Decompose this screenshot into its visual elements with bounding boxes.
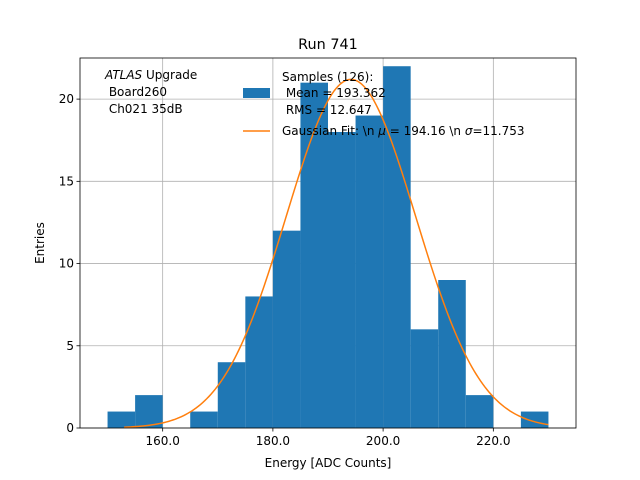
y-axis-label: Entries (33, 222, 47, 264)
x-axis-label: Energy [ADC Counts] (265, 456, 392, 470)
histogram-bars (107, 66, 549, 429)
legend-fit-sigma-symbol: σ (465, 124, 473, 138)
x-tick-label: 220.0 (476, 434, 510, 448)
histogram-bar (438, 280, 466, 428)
histogram-bar (410, 329, 439, 428)
legend-histogram-patch (243, 88, 270, 98)
y-tick-label: 20 (59, 92, 74, 106)
y-tick-label: 15 (59, 174, 74, 188)
legend-fit-mu-value: = 194.16 \n (386, 124, 465, 138)
x-tick-label: 200.0 (366, 434, 400, 448)
legend: Samples (126): Mean = 193.362 RMS = 12.6… (243, 70, 525, 138)
y-tick-label: 5 (66, 339, 74, 353)
y-axis-ticks: 0 5 10 15 20 (59, 92, 80, 435)
gaussian-fit-curve (124, 78, 549, 428)
annotation-upgrade: Upgrade (142, 68, 197, 82)
legend-histogram-line-1: Samples (126): (282, 70, 373, 84)
histogram-bar (383, 66, 411, 428)
histogram-bar (190, 411, 218, 428)
chart-title: Run 741 (298, 37, 358, 53)
annotation-line-1: ATLAS Upgrade (104, 68, 197, 82)
histogram-bar (217, 362, 246, 428)
y-tick-label: 0 (66, 421, 74, 435)
legend-fit-sigma-value: =11.753 (472, 124, 524, 138)
legend-fit-label: Gaussian Fit: \n μ = 194.16 \n σ=11.753 (282, 124, 525, 138)
x-tick-label: 180.0 (256, 434, 290, 448)
annotation-line-2: Board260 (105, 85, 167, 99)
histogram-bar (465, 395, 494, 428)
histogram-bar (520, 411, 549, 428)
y-tick-label: 10 (59, 257, 74, 271)
legend-histogram-line-2: Mean = 193.362 (282, 86, 386, 100)
x-axis-ticks: 160.0 180.0 200.0 220.0 (145, 428, 511, 448)
annotation-experiment: ATLAS (104, 68, 143, 82)
histogram-bar (272, 230, 301, 428)
annotation-line-3: Ch021 35dB (105, 102, 183, 116)
histogram-bar (328, 132, 356, 428)
plot-frame (79, 57, 577, 429)
legend-histogram-line-3: RMS = 12.647 (282, 103, 372, 117)
histogram-bar (245, 296, 273, 428)
legend-fit-prefix: Gaussian Fit: \n (282, 124, 378, 138)
histogram-bar (107, 411, 136, 428)
annotation-text: ATLAS Upgrade Board260 Ch021 35dB (104, 68, 197, 116)
x-tick-label: 160.0 (145, 434, 179, 448)
histogram-bar (355, 115, 384, 429)
histogram-bar (135, 395, 163, 428)
histogram-bar (300, 82, 328, 429)
legend-fit-mu-symbol: μ (377, 124, 386, 138)
